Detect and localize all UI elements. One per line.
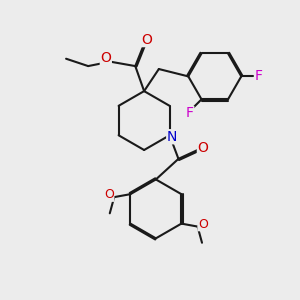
Text: F: F (186, 106, 194, 121)
Text: N: N (167, 130, 177, 144)
Text: F: F (255, 69, 263, 83)
Text: O: O (197, 141, 208, 154)
Text: O: O (104, 188, 114, 201)
Text: O: O (100, 51, 111, 65)
Text: O: O (198, 218, 208, 231)
Text: O: O (141, 33, 152, 46)
